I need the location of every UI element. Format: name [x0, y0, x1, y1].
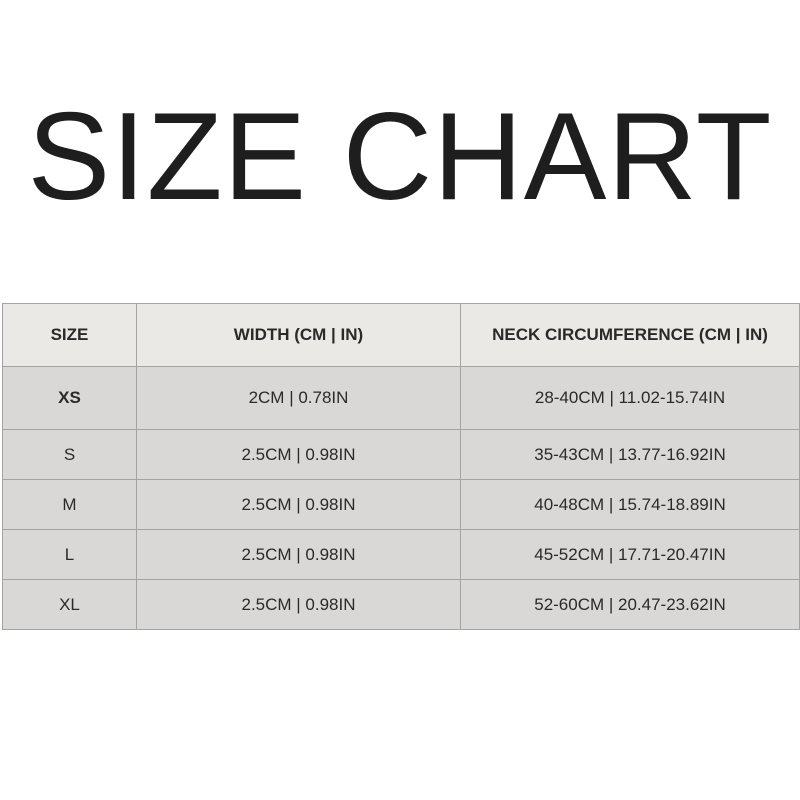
header-size: SIZE [2, 303, 137, 367]
size-cell: XS [2, 366, 137, 430]
width-cell: 2.5CM | 0.98IN [136, 429, 461, 480]
width-cell: 2.5CM | 0.98IN [136, 579, 461, 630]
width-cell: 2CM | 0.78IN [136, 366, 461, 430]
table-row: M 2.5CM | 0.98IN 40-48CM | 15.74-18.89IN [2, 479, 800, 530]
size-cell: XL [2, 579, 137, 630]
header-width: WIDTH (CM | IN) [136, 303, 461, 367]
table-row: XL 2.5CM | 0.98IN 52-60CM | 20.47-23.62I… [2, 579, 800, 630]
header-neck: NECK CIRCUMFERENCE (CM | IN) [460, 303, 800, 367]
table-row: L 2.5CM | 0.98IN 45-52CM | 17.71-20.47IN [2, 529, 800, 580]
neck-cell: 40-48CM | 15.74-18.89IN [460, 479, 800, 530]
neck-cell: 52-60CM | 20.47-23.62IN [460, 579, 800, 630]
neck-cell: 28-40CM | 11.02-15.74IN [460, 366, 800, 430]
width-cell: 2.5CM | 0.98IN [136, 479, 461, 530]
size-cell: L [2, 529, 137, 580]
page-title: SIZE CHART [27, 88, 773, 226]
table-row: XS 2CM | 0.78IN 28-40CM | 11.02-15.74IN [2, 366, 800, 430]
size-chart-table: SIZE WIDTH (CM | IN) NECK CIRCUMFERENCE … [2, 303, 800, 630]
neck-cell: 45-52CM | 17.71-20.47IN [460, 529, 800, 580]
table-row: S 2.5CM | 0.98IN 35-43CM | 13.77-16.92IN [2, 429, 800, 480]
width-cell: 2.5CM | 0.98IN [136, 529, 461, 580]
table-header-row: SIZE WIDTH (CM | IN) NECK CIRCUMFERENCE … [2, 303, 800, 367]
size-cell: M [2, 479, 137, 530]
neck-cell: 35-43CM | 13.77-16.92IN [460, 429, 800, 480]
size-cell: S [2, 429, 137, 480]
